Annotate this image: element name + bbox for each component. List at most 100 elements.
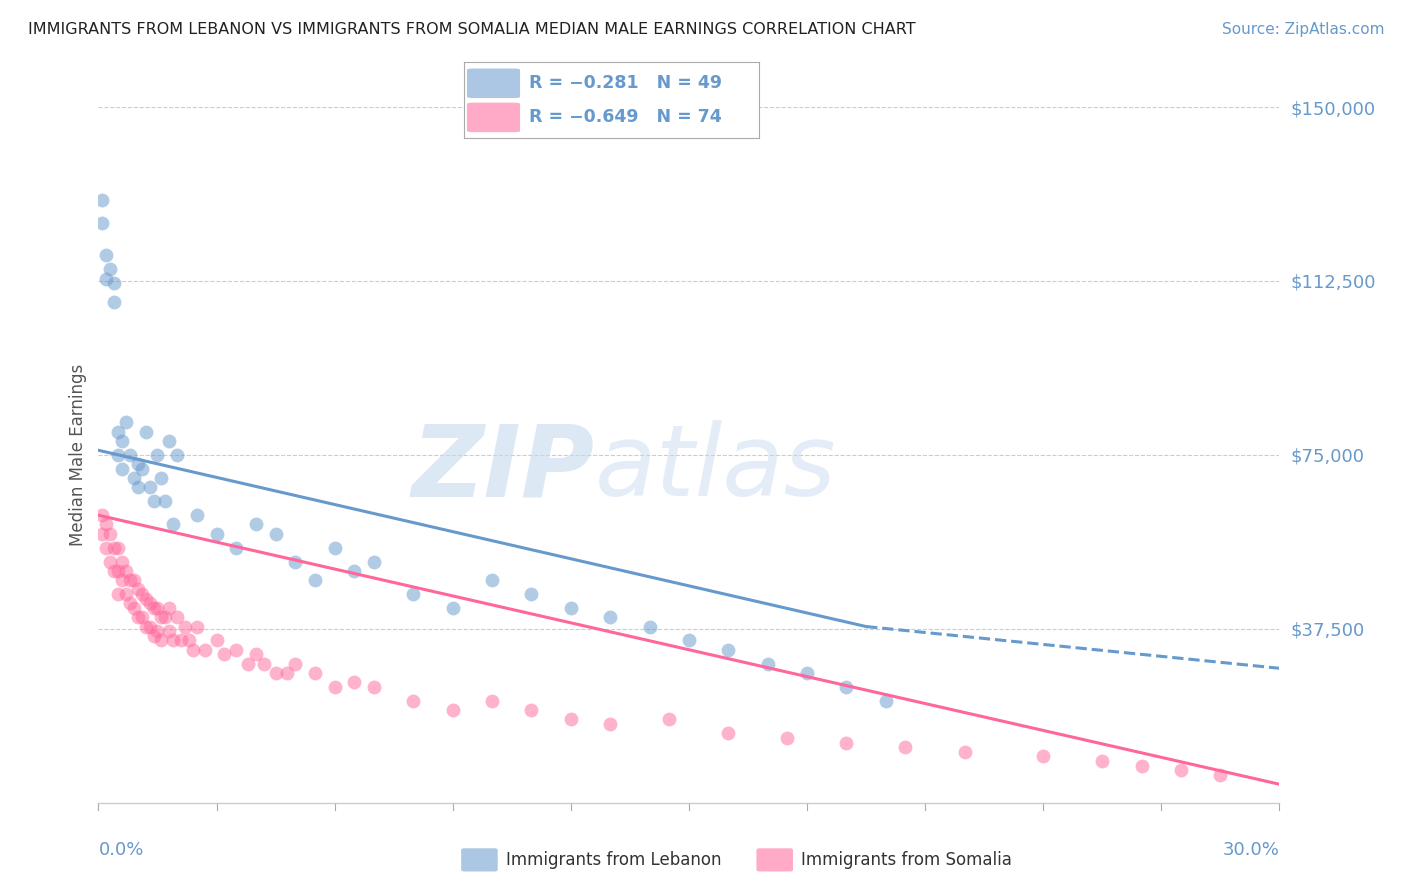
Point xyxy=(225,642,247,657)
Point xyxy=(264,665,287,680)
Point xyxy=(111,555,134,569)
FancyBboxPatch shape xyxy=(467,103,520,132)
Point xyxy=(776,731,799,745)
Point xyxy=(157,601,180,615)
Point xyxy=(323,680,346,694)
Point xyxy=(150,633,173,648)
Point xyxy=(150,610,173,624)
Point xyxy=(1170,764,1192,778)
Point xyxy=(118,596,141,610)
Point xyxy=(343,564,366,578)
Point xyxy=(402,587,425,601)
Point xyxy=(225,541,247,555)
Point xyxy=(127,582,149,597)
Point xyxy=(155,494,177,508)
Point xyxy=(245,648,267,662)
Point xyxy=(135,591,157,606)
Point xyxy=(118,573,141,587)
Point xyxy=(717,642,740,657)
Point xyxy=(181,642,204,657)
Text: atlas: atlas xyxy=(595,420,837,517)
Point xyxy=(1091,754,1114,768)
Point xyxy=(111,573,134,587)
Point xyxy=(96,248,118,262)
Point xyxy=(111,434,134,448)
Point xyxy=(253,657,276,671)
Point xyxy=(107,564,129,578)
Point xyxy=(599,717,621,731)
Point xyxy=(96,271,118,285)
Point xyxy=(107,448,129,462)
Point xyxy=(194,642,217,657)
Point xyxy=(162,633,184,648)
Point xyxy=(245,517,267,532)
Text: 0.0%: 0.0% xyxy=(98,841,143,859)
Point xyxy=(756,657,779,671)
Point xyxy=(127,480,149,494)
Point xyxy=(166,448,188,462)
Point xyxy=(146,624,169,639)
Text: Immigrants from Somalia: Immigrants from Somalia xyxy=(801,851,1012,869)
Point xyxy=(103,277,125,291)
Point xyxy=(111,462,134,476)
Point xyxy=(96,541,118,555)
Point xyxy=(146,601,169,615)
Point xyxy=(678,633,700,648)
Point xyxy=(875,694,897,708)
Point xyxy=(135,619,157,633)
Point xyxy=(1209,768,1232,782)
Point xyxy=(205,633,228,648)
Text: 30.0%: 30.0% xyxy=(1223,841,1279,859)
Point xyxy=(98,526,121,541)
Point xyxy=(402,694,425,708)
Point xyxy=(481,694,503,708)
Point xyxy=(127,457,149,471)
Point xyxy=(835,735,858,749)
Point xyxy=(304,573,326,587)
Point xyxy=(138,480,160,494)
Point xyxy=(98,262,121,277)
Point xyxy=(717,726,740,740)
Text: R = −0.281   N = 49: R = −0.281 N = 49 xyxy=(529,74,721,92)
Point xyxy=(135,425,157,439)
Point xyxy=(658,712,681,726)
Point xyxy=(127,610,149,624)
Point xyxy=(107,587,129,601)
Point xyxy=(174,619,197,633)
Point xyxy=(91,526,114,541)
Point xyxy=(131,462,153,476)
Point xyxy=(284,555,307,569)
Point xyxy=(363,680,385,694)
Point xyxy=(363,555,385,569)
Point xyxy=(1032,749,1054,764)
Point xyxy=(284,657,307,671)
Point xyxy=(186,508,208,523)
Point xyxy=(131,587,153,601)
Point xyxy=(166,610,188,624)
Point xyxy=(146,448,169,462)
Point xyxy=(599,610,621,624)
Point xyxy=(142,494,165,508)
Point xyxy=(138,619,160,633)
Point xyxy=(131,610,153,624)
Point xyxy=(157,434,180,448)
Text: Source: ZipAtlas.com: Source: ZipAtlas.com xyxy=(1222,22,1385,37)
Point xyxy=(91,193,114,207)
Point xyxy=(177,633,200,648)
Point xyxy=(170,633,193,648)
Point xyxy=(441,601,464,615)
Point xyxy=(107,541,129,555)
Text: Immigrants from Lebanon: Immigrants from Lebanon xyxy=(506,851,721,869)
Point xyxy=(103,564,125,578)
Point xyxy=(560,712,582,726)
Point xyxy=(186,619,208,633)
Point xyxy=(894,740,917,755)
Y-axis label: Median Male Earnings: Median Male Earnings xyxy=(69,364,87,546)
Point xyxy=(122,601,145,615)
Point xyxy=(96,517,118,532)
Point xyxy=(115,416,138,430)
Point xyxy=(107,425,129,439)
Point xyxy=(481,573,503,587)
Text: IMMIGRANTS FROM LEBANON VS IMMIGRANTS FROM SOMALIA MEDIAN MALE EARNINGS CORRELAT: IMMIGRANTS FROM LEBANON VS IMMIGRANTS FR… xyxy=(28,22,915,37)
Point xyxy=(304,665,326,680)
